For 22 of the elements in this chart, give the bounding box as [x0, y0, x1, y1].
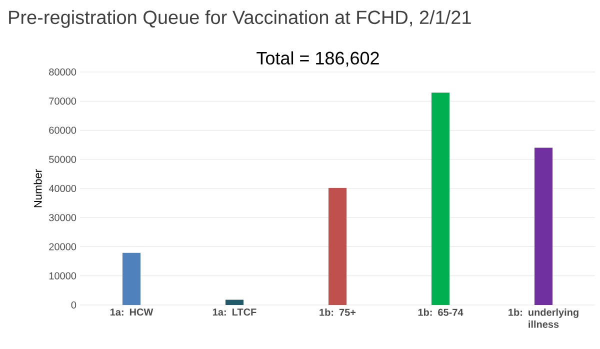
text: Total = 186,602 — [256, 51, 379, 67]
y-tick-label: 80000 — [49, 68, 76, 76]
x-tick-label: 1b: underlying illness — [508, 308, 578, 328]
y-axis-title: Number — [34, 169, 42, 208]
y-tick-label: 30000 — [49, 214, 76, 222]
x-tick-label: 1a: LTCF — [213, 308, 256, 316]
y-tick-label: 60000 — [49, 126, 76, 134]
bar — [432, 92, 450, 305]
y-tick-label: 40000 — [48, 184, 76, 192]
y-tick-label: 0 — [71, 301, 76, 309]
chart-title: Pre-registration Queue for Vaccination at FCHD, 2/1/21 — [9, 10, 471, 28]
x-tick-label: 1b: 65-74 — [418, 308, 464, 316]
y-tick-label: 20000 — [49, 243, 76, 250]
y-tick-label: 70000 — [49, 98, 76, 105]
x-tick-label: 1b: 75+ — [320, 308, 356, 316]
bar — [122, 252, 140, 305]
bar — [328, 188, 346, 305]
y-tick-label: 50000 — [49, 156, 76, 163]
bar — [226, 300, 244, 305]
x-tick-label: 1a: HCW — [110, 308, 154, 316]
bar — [534, 148, 552, 305]
y-tick-label: 10000 — [49, 272, 76, 280]
